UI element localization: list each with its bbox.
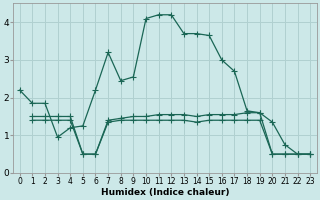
- X-axis label: Humidex (Indice chaleur): Humidex (Indice chaleur): [101, 188, 229, 197]
